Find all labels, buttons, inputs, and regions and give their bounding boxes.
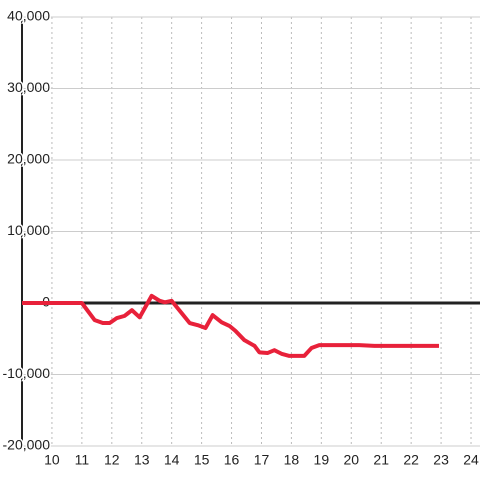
x-tick-label: 10 xyxy=(44,452,60,468)
y-tick-label: 40,000 xyxy=(7,8,50,24)
y-tick-label: 20,000 xyxy=(7,151,50,167)
x-tick-label: 12 xyxy=(104,452,120,468)
x-tick-label: 17 xyxy=(254,452,270,468)
x-tick-label: 22 xyxy=(403,452,419,468)
x-tick-label: 18 xyxy=(284,452,300,468)
x-tick-label: 11 xyxy=(75,452,90,468)
y-tick-label: -20,000 xyxy=(3,437,51,453)
x-tick-label: 15 xyxy=(194,452,210,468)
x-tick-label: 20 xyxy=(343,452,359,468)
x-tick-label: 21 xyxy=(373,452,389,468)
x-tick-label: 24 xyxy=(463,452,479,468)
x-tick-label: 16 xyxy=(224,452,240,468)
x-tick-label: 14 xyxy=(164,452,180,468)
y-tick-label: 10,000 xyxy=(7,222,50,238)
y-tick-label: -10,000 xyxy=(3,365,51,381)
data-line xyxy=(22,293,439,358)
x-tick-label: 13 xyxy=(134,452,150,468)
y-tick-label: 30,000 xyxy=(7,79,50,95)
x-tick-label: 23 xyxy=(433,452,449,468)
x-tick-label: 19 xyxy=(314,452,330,468)
